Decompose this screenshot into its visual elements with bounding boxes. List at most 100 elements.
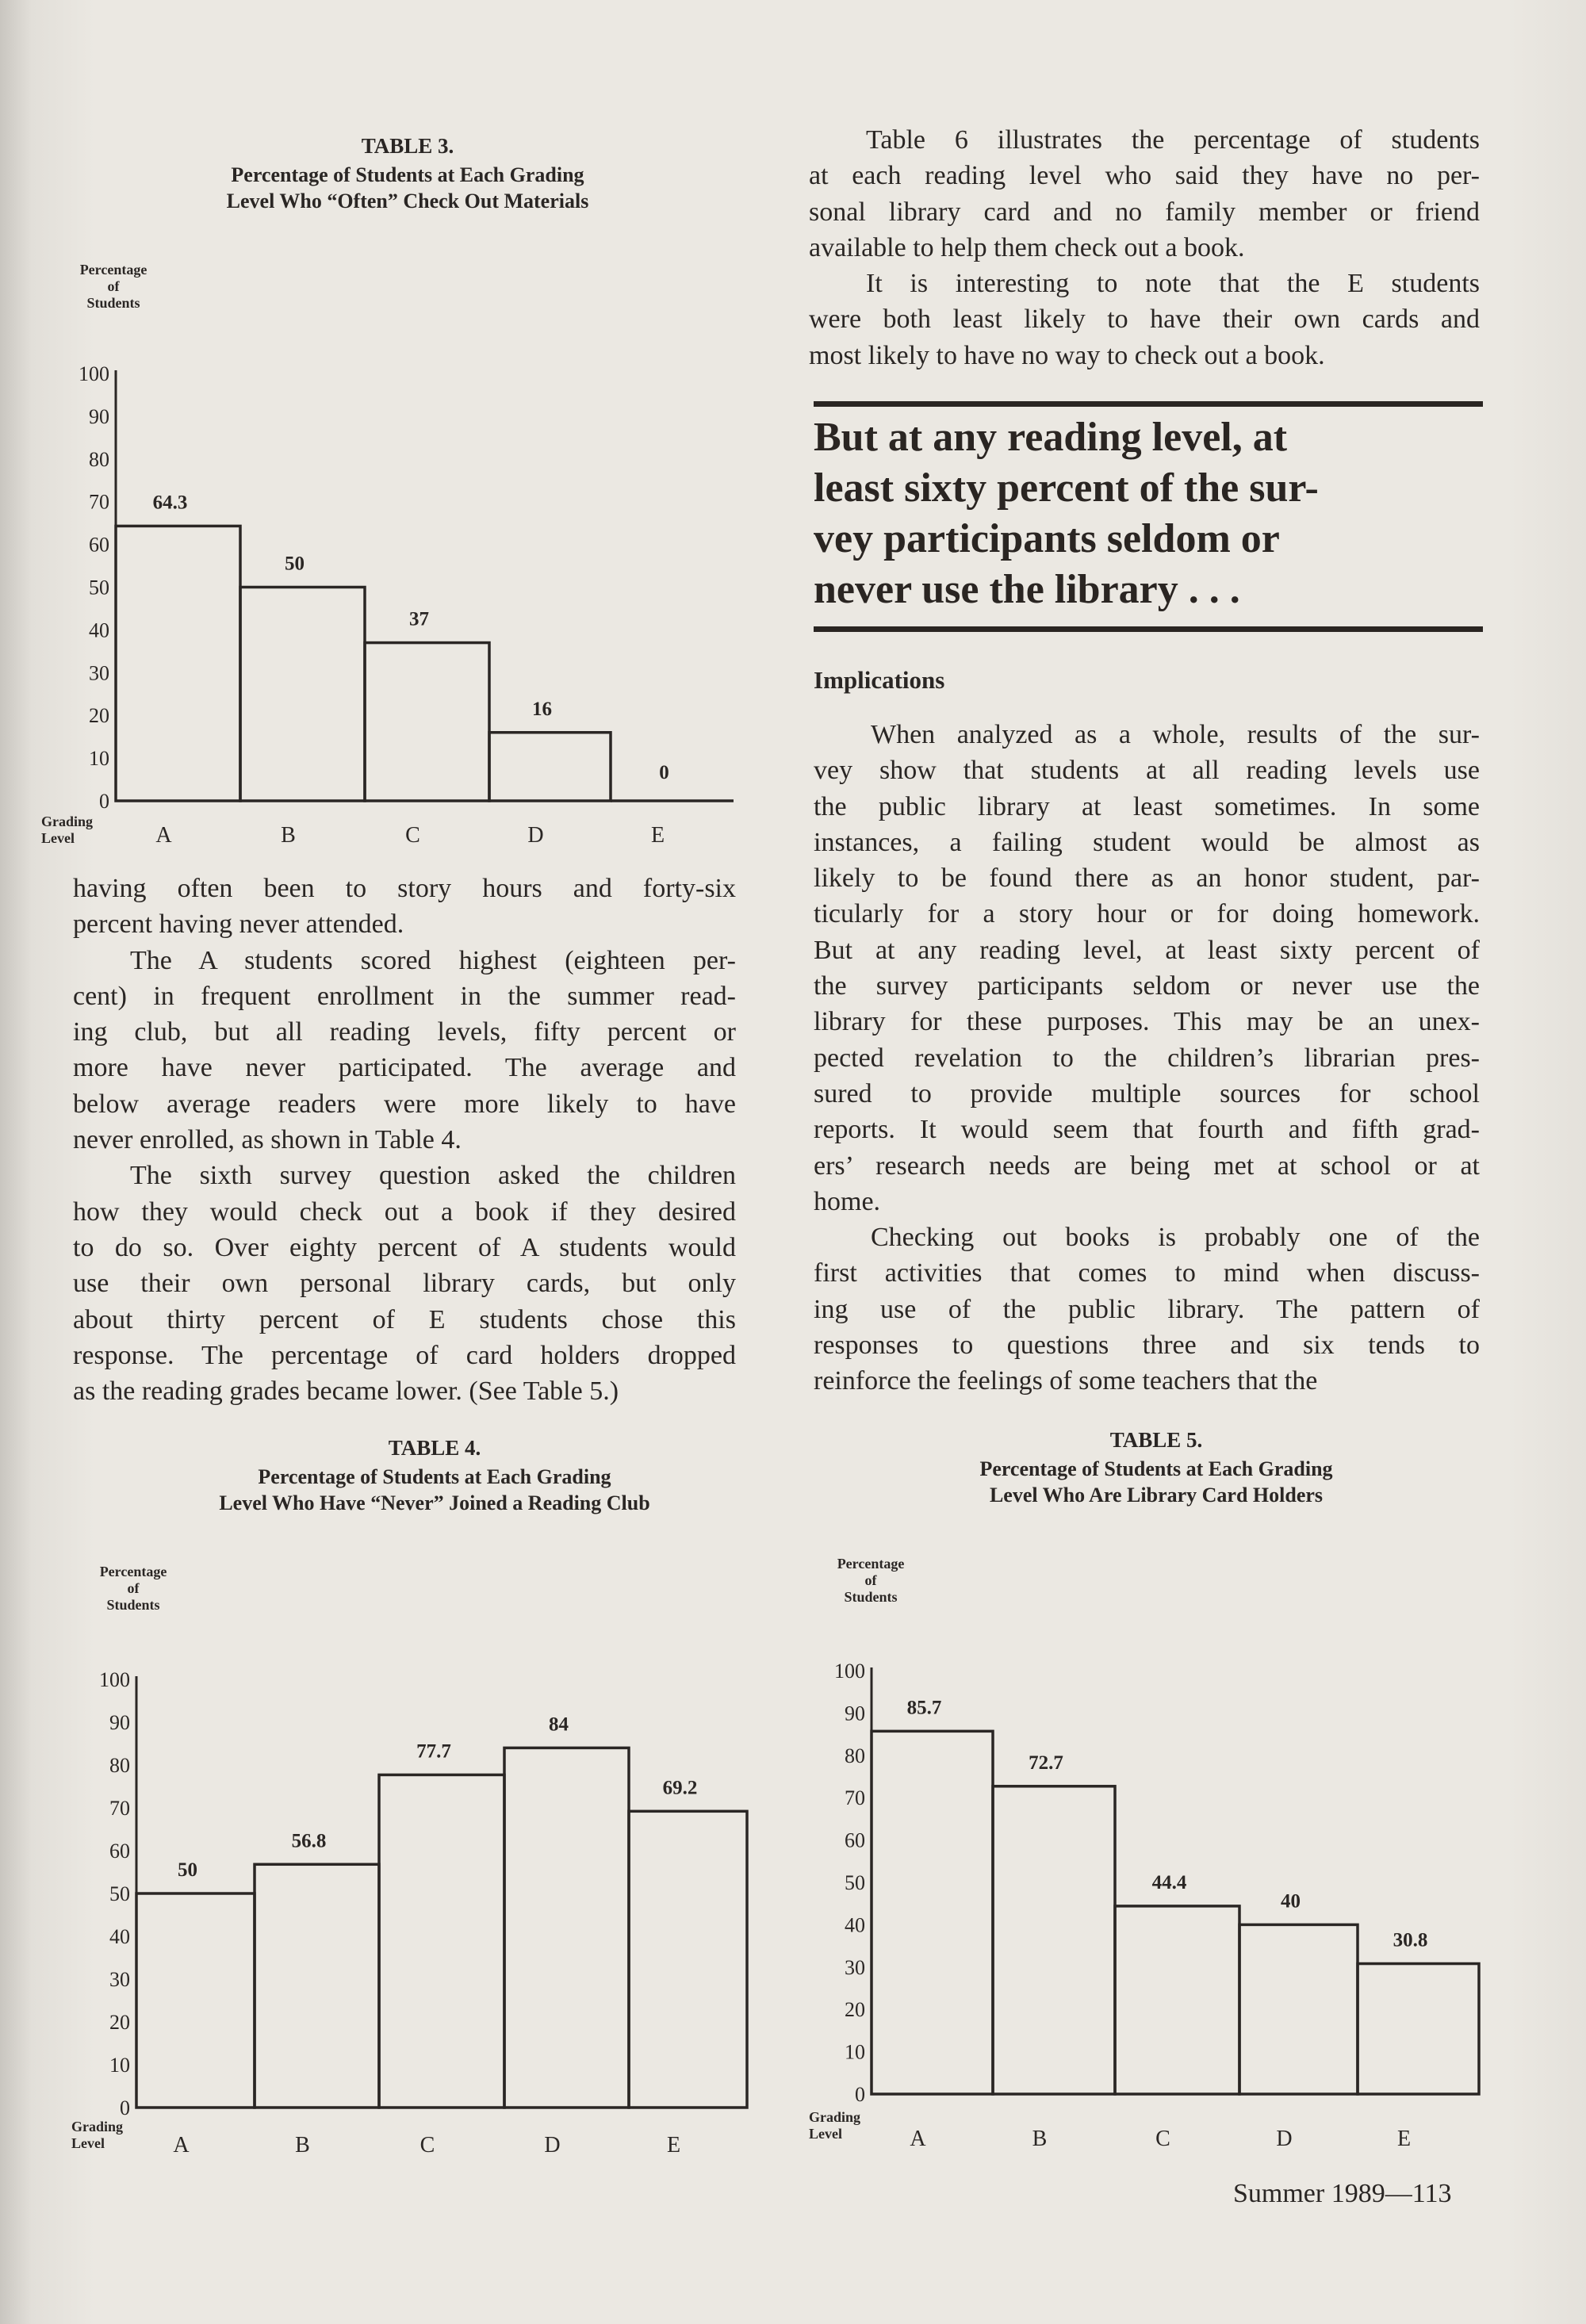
pull-quote-bottom-rule — [814, 626, 1483, 632]
value-label: 16 — [532, 699, 552, 720]
implications-line: ing use of the public library. The patte… — [814, 1294, 1480, 1324]
left-column-line: The sixth survey question asked the chil… — [130, 1161, 736, 1191]
y-tick-label: 40 — [845, 1913, 865, 1936]
right-column-top-line: were both least likely to have their own… — [809, 304, 1480, 335]
left-column-line: below average readers were more likely t… — [73, 1089, 736, 1119]
implications-line: vey show that students at all reading le… — [814, 756, 1480, 786]
y-tick-label: 100 — [834, 1660, 865, 1683]
y-tick-label: 30 — [845, 1956, 865, 1979]
y-tick-label: 40 — [89, 618, 109, 641]
y-tick-label: 60 — [845, 1829, 865, 1852]
pull-quote-line: But at any reading level, at — [814, 415, 1288, 460]
implications-line: library for these purposes. This may be … — [814, 1007, 1480, 1037]
right-column-intro: Table 6 illustrates the percentage of st… — [809, 122, 1480, 373]
y-tick-label: 90 — [109, 1711, 130, 1734]
right-column-top-line: at each reading level who said they have… — [809, 161, 1480, 191]
implications-line: home. — [814, 1186, 881, 1216]
left-column-text: having often been to story hours and for… — [73, 871, 736, 1409]
y-tick-label: 80 — [89, 448, 109, 471]
bar-B — [239, 585, 366, 802]
left-column-line: to do so. Over eighty percent of A stude… — [73, 1232, 736, 1262]
implications-line: Checking out books is probably one of th… — [871, 1223, 1480, 1253]
chart-title: Percentage of Students at Each Grading Le… — [219, 1465, 650, 1514]
implications-line: reports. It would seem that fourth and f… — [814, 1115, 1480, 1145]
y-tick-label: 30 — [89, 661, 109, 684]
x-axis-label: Grading Level — [71, 2119, 124, 2151]
bar-B — [991, 1785, 1117, 2096]
category-label: C — [420, 2133, 435, 2157]
y-tick-label: 70 — [89, 491, 109, 514]
value-label: 50 — [178, 1859, 197, 1881]
value-label: 40 — [1281, 1890, 1301, 1912]
category-label: A — [173, 2133, 190, 2157]
chart-title: Percentage of Students at Each Grading Le… — [979, 1457, 1333, 1507]
right-column-top-line: Table 6 illustrates the percentage of st… — [866, 125, 1480, 155]
category-label: D — [544, 2133, 560, 2157]
chart-title: Percentage of Students at Each Grading Le… — [226, 163, 589, 212]
pull-quote-line: never use the library . . . — [814, 567, 1240, 612]
bar-D — [488, 731, 612, 802]
implications-line: ticularly for a story hour or for doing … — [814, 899, 1480, 929]
y-tick-label: 60 — [109, 1840, 130, 1863]
y-tick-label: 80 — [109, 1754, 130, 1777]
implications-line: When analyzed as a whole, results of the… — [871, 720, 1480, 749]
y-tick-label: 10 — [89, 747, 109, 770]
left-column-line: cent) in frequent enrollment in the summ… — [73, 981, 736, 1011]
category-label: A — [910, 2127, 926, 2151]
left-column-line: never enrolled, as shown in Table 4. — [73, 1125, 462, 1155]
left-column-line: use their own personal library cards, bu… — [73, 1269, 736, 1299]
implications-line: first activities that comes to mind when… — [814, 1258, 1480, 1288]
y-tick-label: 40 — [109, 1925, 130, 1948]
implications-line: pected revelation to the children’s libr… — [814, 1043, 1480, 1073]
right-column-top-line: sonal library card and no family member … — [809, 197, 1480, 227]
implications-line: likely to be found there as an honor stu… — [814, 863, 1480, 894]
category-label: B — [1032, 2127, 1048, 2151]
y-tick-label: 100 — [99, 1668, 130, 1691]
bar-E — [1356, 1962, 1481, 2096]
value-label: 37 — [409, 609, 429, 630]
left-column-line: about thirty percent of E students chose… — [73, 1304, 736, 1334]
value-label: 44.4 — [1152, 1872, 1187, 1893]
y-tick-label: 50 — [845, 1871, 865, 1894]
y-tick-label: 80 — [845, 1744, 865, 1767]
y-tick-label: 0 — [99, 790, 109, 813]
bar-B — [253, 1863, 381, 2109]
y-tick-label: 50 — [109, 1882, 130, 1905]
y-tick-label: 90 — [89, 405, 109, 428]
right-column-top-line: It is interesting to note that the E stu… — [866, 269, 1480, 299]
category-label: E — [667, 2133, 680, 2157]
implications-line: the public library at least sometimes. I… — [814, 791, 1480, 821]
y-tick-label: 20 — [89, 704, 109, 727]
y-tick-label: 60 — [89, 534, 109, 557]
pull-quote-top-rule — [814, 401, 1483, 407]
value-label: 30.8 — [1393, 1930, 1428, 1951]
right-column-top-line: most likely to have no way to check out … — [809, 340, 1325, 370]
chart-label: TABLE 4. — [388, 1436, 481, 1460]
value-label: 56.8 — [292, 1830, 327, 1851]
y-tick-label: 50 — [89, 576, 109, 599]
y-tick-label: 100 — [79, 362, 109, 385]
bar-A — [870, 1729, 994, 2096]
value-label: 50 — [285, 553, 305, 575]
y-tick-label: 0 — [120, 2096, 130, 2119]
bar-D — [1238, 1923, 1359, 2096]
left-column-line: more have never participated. The averag… — [73, 1053, 736, 1083]
left-column-line: response. The percentage of card holders… — [73, 1340, 736, 1370]
category-label: E — [651, 823, 665, 848]
left-column-line: as the reading grades became lower. (See… — [73, 1376, 619, 1407]
chart-label: TABLE 3. — [361, 134, 454, 158]
left-column-line: how they would check out a book if they … — [73, 1196, 736, 1227]
category-label: D — [527, 823, 543, 848]
category-label: C — [1155, 2127, 1170, 2151]
bar-C — [363, 641, 491, 802]
bar-D — [503, 1746, 630, 2109]
y-tick-label: 20 — [845, 1998, 865, 2021]
implications-heading: Implications — [814, 666, 945, 694]
implications-line: instances, a failing student would be al… — [814, 827, 1480, 857]
x-axis-label: Grading Level — [809, 2109, 861, 2142]
implications-line: responses to questions three and six ten… — [814, 1330, 1480, 1361]
implications-line: But at any reading level, at least sixty… — [814, 935, 1480, 965]
pull-quote-line: least sixty percent of the sur- — [814, 465, 1319, 511]
bar-A — [135, 1892, 256, 2109]
bar-E — [627, 1809, 749, 2109]
